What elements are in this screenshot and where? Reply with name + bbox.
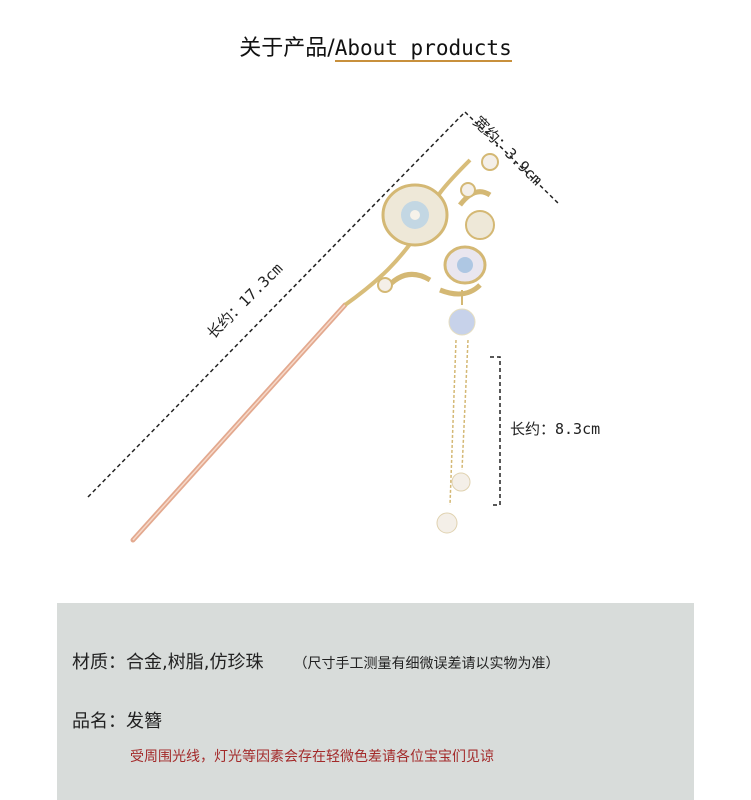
measurement-note: （尺寸手工测量有细微误差请以实物为准） (293, 656, 560, 672)
page-title: 关于产品/About products (0, 30, 751, 62)
name-row: 品名：发簪 (72, 707, 162, 733)
name-value: 发簪 (126, 711, 162, 732)
color-warning: 受周围光线，灯光等因素会存在轻微色差请各位宝宝们见谅 (130, 749, 494, 765)
name-label: 品名： (72, 711, 126, 732)
hairpin-image (87, 111, 561, 543)
material-label: 材质： (72, 652, 126, 673)
length-line (87, 111, 466, 498)
measure-lines (87, 111, 561, 506)
material-row: 材质：合金,树脂,仿珍珠 （尺寸手工测量有细微误差请以实物为准） (72, 648, 559, 674)
width-line (464, 111, 561, 206)
material-value: 合金,树脂,仿珍珠 (126, 652, 264, 673)
tassel (436, 290, 476, 534)
info-panel: 材质：合金,树脂,仿珍珠 （尺寸手工测量有细微误差请以实物为准） 品名：发簪 受周… (57, 603, 694, 800)
tassel-length-label: 长约：8.3cm (510, 420, 601, 438)
flower-cluster (343, 153, 499, 307)
title-cn: 关于产品/ (239, 36, 335, 61)
tassel-bracket (490, 356, 501, 506)
title-en: About products (334, 36, 512, 62)
